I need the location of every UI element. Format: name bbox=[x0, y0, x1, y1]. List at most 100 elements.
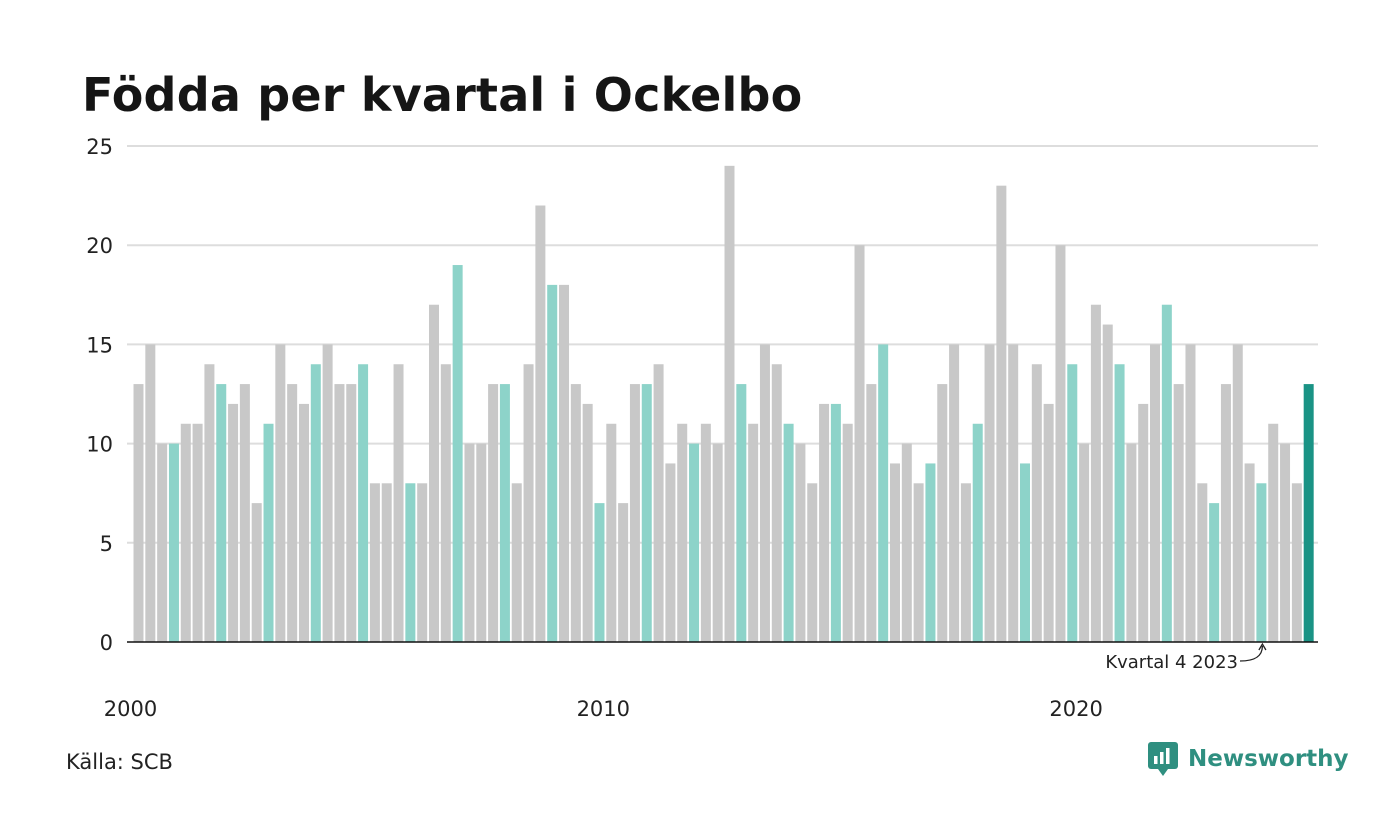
bar bbox=[996, 185, 1007, 642]
bar bbox=[488, 384, 499, 642]
x-tick-label: 2010 bbox=[577, 697, 630, 721]
bar bbox=[511, 483, 522, 642]
bar bbox=[157, 443, 168, 642]
bar bbox=[476, 443, 487, 642]
bar bbox=[1020, 463, 1030, 642]
x-tick-label: 2020 bbox=[1049, 697, 1102, 721]
bar bbox=[984, 344, 995, 642]
bar bbox=[925, 463, 936, 642]
bar bbox=[298, 403, 309, 642]
bar bbox=[618, 503, 629, 642]
bar bbox=[263, 423, 274, 642]
bar bbox=[1173, 384, 1184, 642]
bar bbox=[689, 443, 700, 642]
bar bbox=[405, 483, 416, 642]
bar bbox=[629, 384, 640, 642]
bar bbox=[228, 403, 239, 642]
bar bbox=[1008, 344, 1019, 642]
bar bbox=[429, 304, 439, 642]
bar bbox=[960, 483, 971, 642]
bar bbox=[582, 403, 593, 642]
bar bbox=[677, 423, 688, 642]
annotation-arrow bbox=[1239, 645, 1264, 662]
bar bbox=[204, 364, 215, 642]
bar bbox=[440, 364, 451, 642]
bar bbox=[1043, 403, 1054, 642]
bar bbox=[180, 423, 191, 642]
bar bbox=[1102, 324, 1113, 642]
bar bbox=[417, 483, 428, 642]
bar bbox=[1161, 304, 1172, 642]
bar bbox=[830, 403, 841, 642]
y-tick-label: 10 bbox=[86, 433, 113, 457]
bar bbox=[606, 423, 617, 642]
bar bbox=[1126, 443, 1137, 642]
bar bbox=[1055, 245, 1066, 642]
bar bbox=[1197, 483, 1208, 642]
bar bbox=[641, 384, 652, 642]
bar bbox=[700, 423, 711, 642]
y-tick-label: 0 bbox=[100, 631, 113, 655]
bar bbox=[535, 205, 546, 642]
bar bbox=[369, 483, 380, 642]
bar bbox=[807, 483, 818, 642]
bar bbox=[937, 384, 948, 642]
bar bbox=[724, 165, 735, 642]
bar bbox=[1079, 443, 1090, 642]
y-axis-ticks: 0 5 10 15 20 25 bbox=[86, 135, 113, 655]
bar bbox=[1031, 364, 1042, 642]
bar bbox=[972, 423, 983, 642]
bar bbox=[913, 483, 924, 642]
bar bbox=[275, 344, 286, 642]
bar bbox=[346, 384, 357, 642]
bar bbox=[771, 364, 782, 642]
bar bbox=[1114, 364, 1125, 642]
y-tick-label: 25 bbox=[86, 135, 113, 159]
bar bbox=[499, 384, 510, 642]
bar bbox=[889, 463, 900, 642]
bar bbox=[570, 384, 581, 642]
chart-title: Födda per kvartal i Ockelbo bbox=[82, 68, 803, 122]
bar bbox=[216, 384, 227, 642]
bar bbox=[1067, 364, 1078, 642]
bar bbox=[1209, 503, 1220, 642]
bar bbox=[322, 344, 333, 642]
bar bbox=[310, 364, 321, 642]
bar bbox=[1220, 384, 1231, 642]
bar bbox=[819, 403, 830, 642]
bar bbox=[712, 443, 723, 642]
annotation-arrowhead bbox=[1258, 642, 1267, 651]
x-axis-ticks: 2000 2010 2020 bbox=[104, 697, 1103, 721]
bar bbox=[1150, 344, 1161, 642]
bar bbox=[559, 284, 570, 642]
bar bbox=[736, 384, 747, 642]
bar bbox=[653, 364, 664, 642]
source-label: Källa: SCB bbox=[66, 750, 173, 774]
bar bbox=[1280, 443, 1291, 642]
bar bbox=[665, 463, 676, 642]
brand-logo: Newsworthy bbox=[1148, 742, 1349, 776]
bar bbox=[878, 344, 889, 642]
bar bbox=[842, 423, 853, 642]
bar bbox=[1291, 483, 1302, 642]
bar bbox=[854, 245, 865, 642]
bars bbox=[133, 165, 1314, 642]
bar bbox=[358, 364, 369, 642]
bar bbox=[901, 443, 912, 642]
y-tick-label: 20 bbox=[86, 234, 113, 258]
bar bbox=[1185, 344, 1196, 642]
bar bbox=[1090, 304, 1101, 642]
annotation: Kvartal 4 2023 bbox=[1105, 642, 1267, 673]
bar bbox=[334, 384, 345, 642]
bar bbox=[145, 344, 156, 642]
y-tick-label: 5 bbox=[100, 532, 113, 556]
bar bbox=[594, 503, 605, 642]
bar bbox=[866, 384, 877, 642]
bar bbox=[168, 443, 179, 642]
x-tick-label: 2000 bbox=[104, 697, 157, 721]
bar bbox=[381, 483, 392, 642]
newsworthy-icon bbox=[1148, 742, 1178, 776]
bar bbox=[759, 344, 770, 642]
bar bbox=[1232, 344, 1243, 642]
